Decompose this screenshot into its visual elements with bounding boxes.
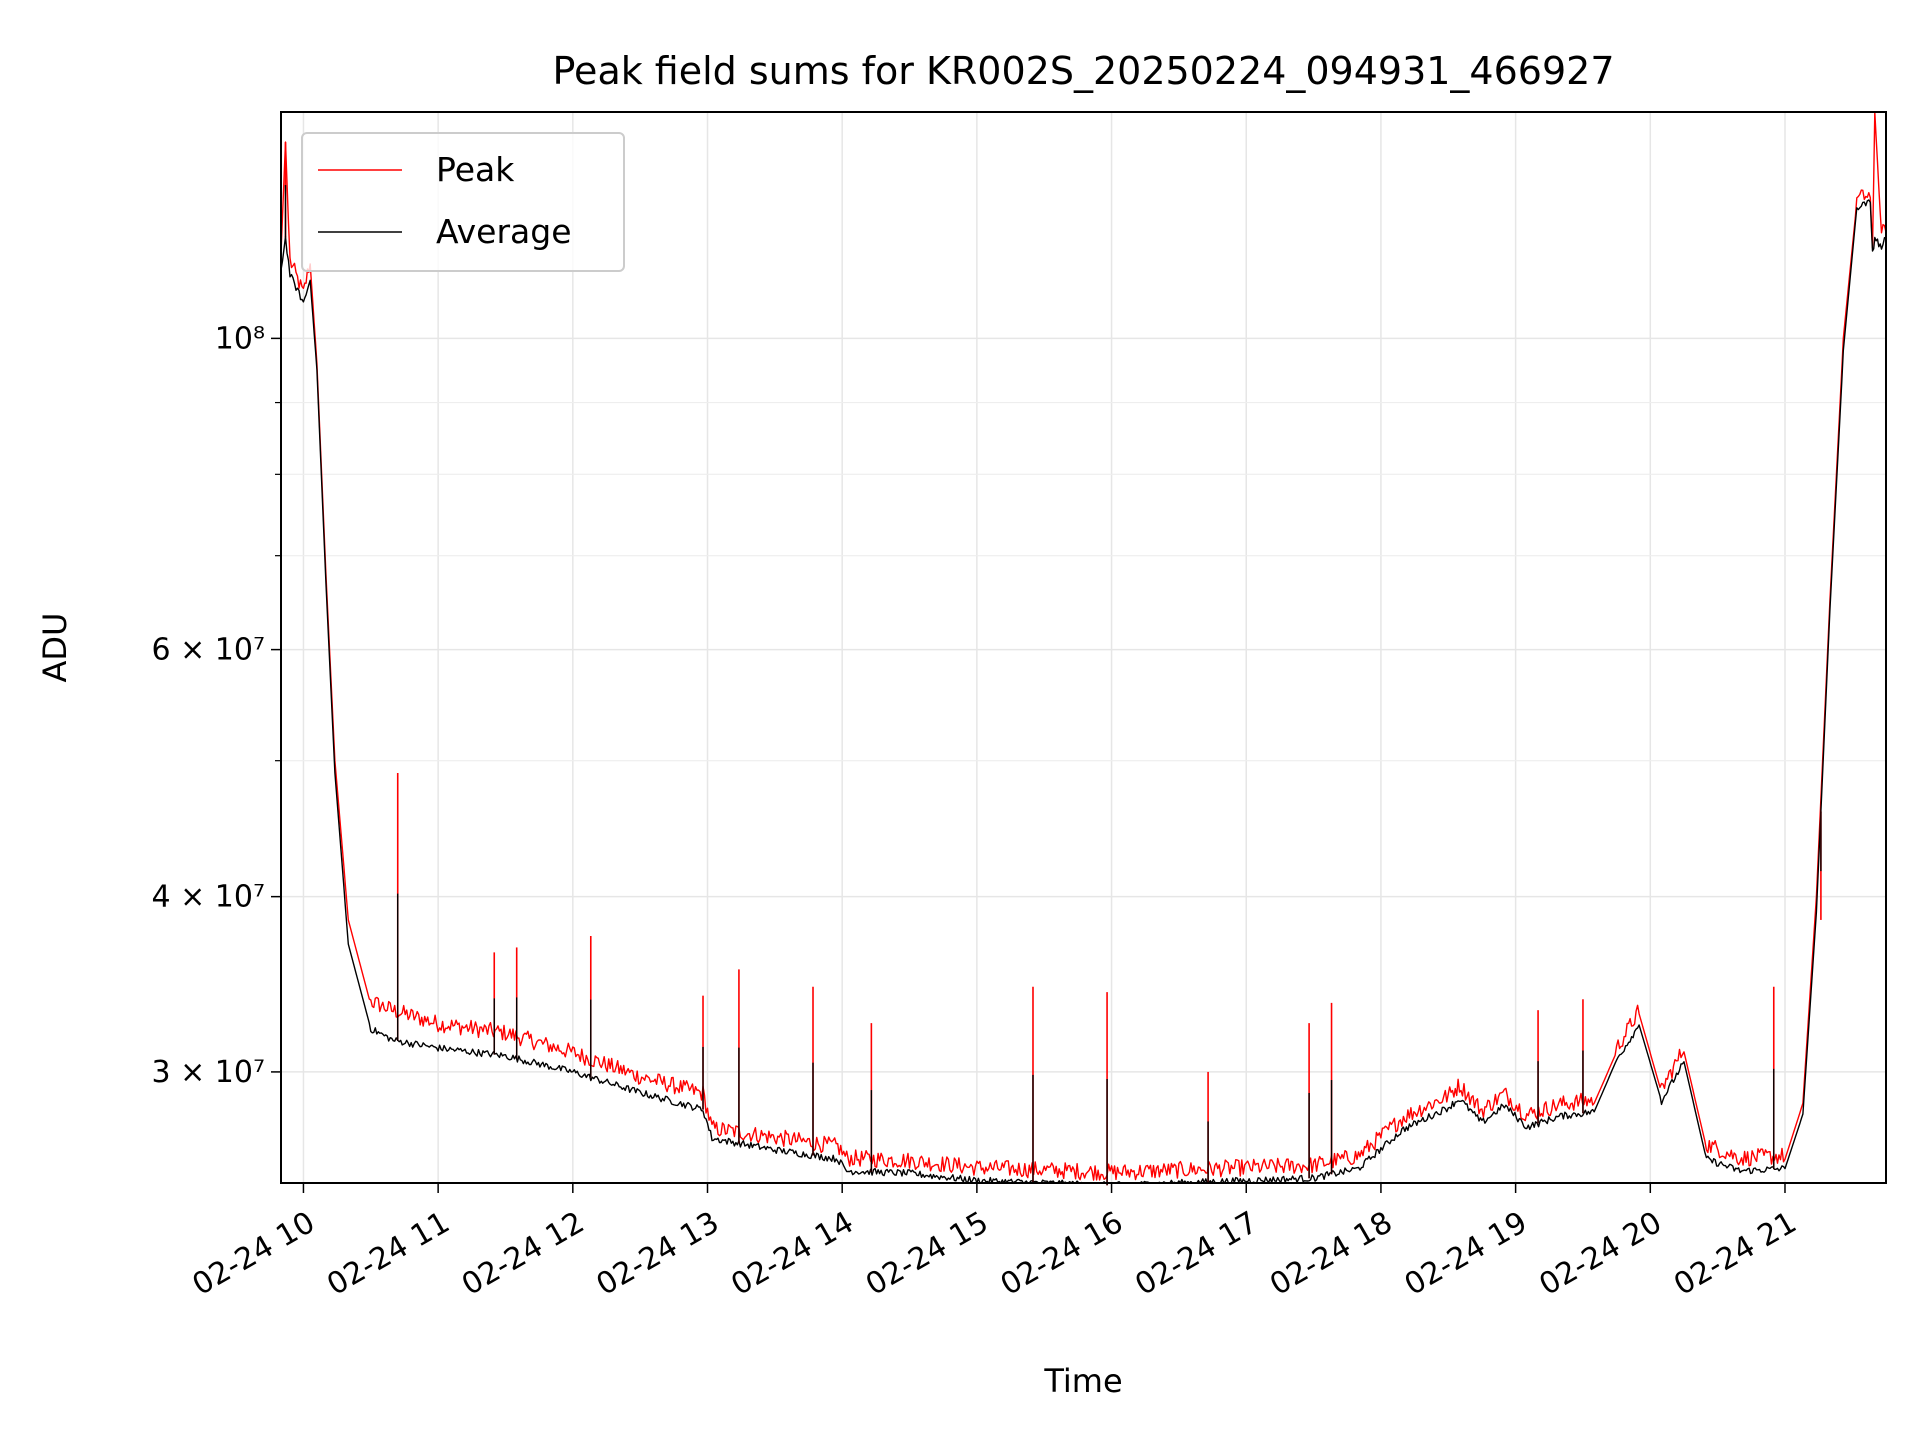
legend-label-average: Average	[436, 212, 572, 251]
legend: Peak Average	[301, 132, 625, 272]
y-tick-label: 10⁸	[215, 321, 265, 356]
y-tick-label: 6 × 10⁷	[152, 633, 266, 668]
spike-marks	[284, 142, 1822, 1186]
x-axis-label: Time	[1043, 1362, 1122, 1400]
plot-frame	[280, 111, 1887, 1184]
y-tick-label: 3 × 10⁷	[152, 1055, 266, 1090]
series-line-peak	[280, 111, 1887, 1181]
chart-title: Peak field sums for KR002S_20250224_0949…	[553, 49, 1615, 93]
legend-box	[301, 132, 625, 272]
legend-label-peak: Peak	[436, 150, 515, 189]
y-axis-label: ADU	[36, 613, 74, 683]
y-tick-label: 4 × 10⁷	[152, 880, 266, 915]
gridlines	[281, 112, 1886, 1183]
